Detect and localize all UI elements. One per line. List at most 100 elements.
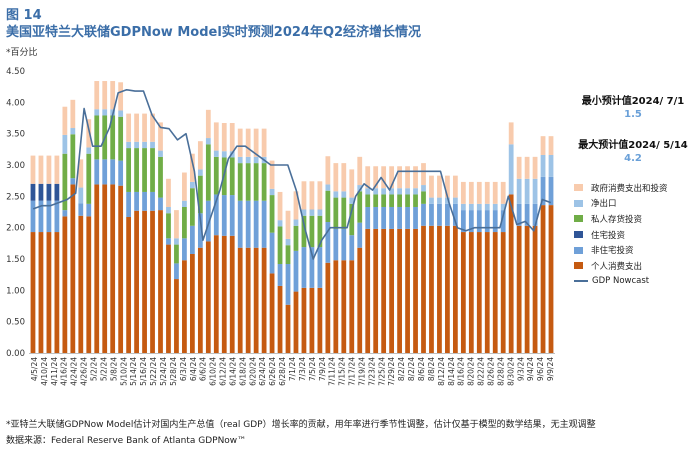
y-tick-label: 2.00 [6, 224, 25, 234]
bar-pce [468, 232, 474, 353]
bar-gov [429, 175, 434, 198]
bar-netexp [78, 187, 84, 204]
bar-netexp [333, 191, 339, 198]
bar-pce [524, 225, 530, 353]
bar-netexp [540, 154, 546, 177]
bar-netexp [365, 188, 371, 195]
bar-pce [357, 247, 363, 353]
footnote: *亚特兰大联储GDPNow Model估计对国内生产总值（real GDP）增长… [6, 420, 596, 430]
min-estimate-label: 最小预计值2024/ 7/1 [581, 96, 685, 107]
x-tick-label: 8/2/24 [397, 357, 406, 381]
bar-netexp [245, 156, 251, 164]
bar-netexp [437, 197, 442, 204]
bar-gov [460, 181, 466, 204]
legend-item-nowcast: GDP Nowcast [574, 274, 668, 290]
bar-inventory [182, 206, 187, 239]
bar-gov [293, 191, 299, 220]
bar-nonres [540, 176, 546, 206]
bar-inventory [253, 163, 259, 201]
bar-nonres [421, 203, 426, 226]
bar-gov [142, 113, 147, 142]
legend-item-nonres: 非住宅投资 [574, 242, 668, 258]
bar-inventory [325, 190, 331, 223]
bar-netexp [349, 197, 355, 204]
bar-nonres [110, 159, 116, 185]
bar-inventory [62, 153, 68, 211]
legend-swatch-netexp [574, 199, 583, 207]
bar-nonres [46, 200, 52, 233]
bar-inventory [365, 194, 371, 207]
bar-pce [110, 184, 116, 353]
bar-pce [484, 232, 490, 353]
bar-nonres [174, 263, 179, 280]
bar-pce [62, 216, 68, 353]
bar-nonres [269, 232, 275, 274]
bar-pce [341, 260, 347, 353]
bar-res [30, 183, 36, 201]
bar-inventory [166, 213, 171, 239]
bar-gov [373, 166, 379, 189]
y-tick-label: 2.50 [6, 192, 25, 202]
x-tick-label: 6/26/24 [268, 357, 277, 386]
y-tick-label: 3.50 [6, 130, 25, 140]
bar-netexp [309, 209, 315, 216]
bar-pce [333, 260, 339, 353]
x-tick-label: 8/6/24 [417, 357, 426, 381]
bar-inventory [213, 156, 219, 195]
bar-inventory [349, 203, 355, 236]
bar-netexp [468, 203, 474, 211]
bar-gov [261, 128, 267, 157]
bar-gov [301, 181, 307, 210]
bar-nonres [126, 191, 132, 218]
bar-netexp [389, 188, 395, 195]
bar-pce [221, 235, 227, 353]
bar-pce [189, 253, 195, 353]
bar-netexp [269, 188, 275, 196]
bar-netexp [484, 203, 490, 211]
bar-nonres [389, 206, 395, 229]
bar-inventory [86, 153, 92, 204]
bar-gov [166, 178, 171, 207]
bar-netexp [174, 238, 179, 245]
bar-pce [150, 210, 155, 353]
bar-inventory [229, 157, 235, 196]
bar-netexp [492, 203, 498, 211]
bar-netexp [197, 169, 203, 176]
bar-inventory [373, 194, 379, 207]
bar-gov [285, 210, 291, 239]
x-tick-label: 6/14/24 [229, 357, 238, 386]
legend-label-netexp: 净出口 [591, 199, 617, 210]
bar-gov [118, 82, 124, 111]
max-estimate-value: 4.2 [624, 153, 642, 164]
legend-item-inventory: 私人存货投资 [574, 211, 668, 227]
bar-nonres [197, 213, 203, 248]
bar-inventory [110, 115, 116, 160]
bar-pce [532, 225, 538, 353]
bar-gov [548, 136, 554, 155]
x-tick-label: 7/23/24 [367, 357, 376, 386]
bar-gov [381, 166, 387, 189]
bar-pce [54, 232, 60, 353]
bar-nonres [317, 247, 323, 288]
bar-gov [126, 113, 132, 142]
bar-nonres [70, 178, 76, 185]
max-estimate-label: 最大预计值2024/ 5/14 [578, 140, 688, 151]
bar-pce [365, 228, 371, 353]
legend-label-res: 住宅投资 [591, 230, 626, 241]
bar-nonres [277, 264, 283, 286]
bar-nonres [261, 200, 267, 248]
bar-gov [468, 181, 474, 204]
legend-swatch-nowcast [574, 280, 588, 283]
bar-pce [429, 225, 434, 353]
bar-gov [94, 81, 100, 110]
x-tick-label: 7/29/24 [387, 357, 396, 386]
bar-gov [38, 155, 44, 184]
bar-inventory [261, 163, 267, 201]
bar-inventory [309, 215, 315, 248]
bar-gov [445, 175, 450, 198]
legend-swatch-inventory [574, 215, 583, 223]
bar-gov [341, 163, 347, 192]
bar-pce [349, 260, 355, 353]
legend-label-gov: 政府消费支出和投资 [591, 183, 668, 194]
bar-pce [445, 225, 450, 353]
